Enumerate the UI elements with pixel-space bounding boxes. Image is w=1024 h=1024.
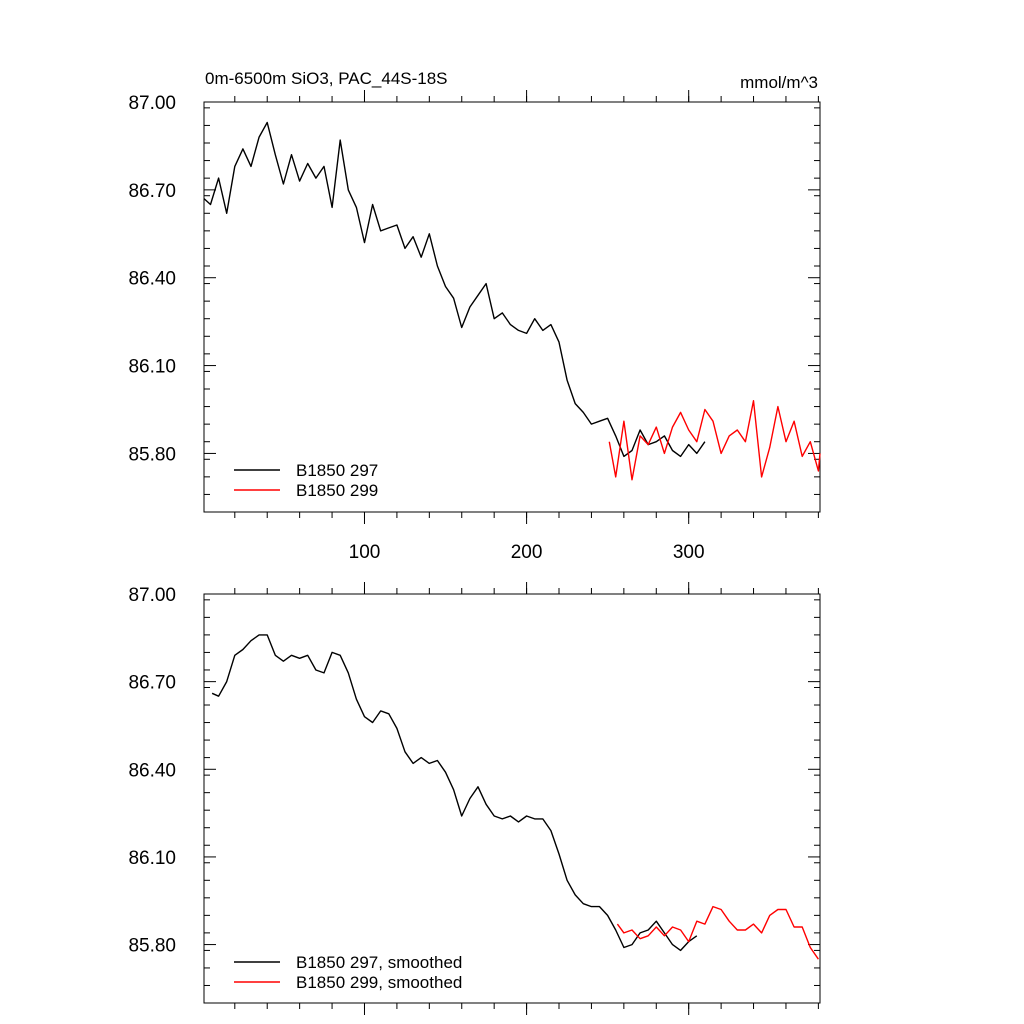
y-tick-label: 86.70 xyxy=(128,181,176,202)
y-tick-label: 86.40 xyxy=(128,760,176,781)
x-tick-label: 300 xyxy=(673,542,705,563)
x-tick-label: 100 xyxy=(349,542,381,563)
y-tick-label: 86.40 xyxy=(128,269,176,290)
series-line-299 xyxy=(608,400,821,481)
legend-label: B1850 299 xyxy=(296,481,378,500)
y-tick-label: 86.10 xyxy=(128,848,176,869)
plot-frame xyxy=(203,101,821,513)
y-tick-label: 86.70 xyxy=(128,673,176,694)
series-line-299 xyxy=(616,905,819,960)
y-tick-label: 85.80 xyxy=(128,444,176,465)
y-tick-label: 87.00 xyxy=(128,585,176,606)
plot-frame xyxy=(203,593,821,1004)
chart-title: 0m-6500m SiO3, PAC_44S-18S xyxy=(205,69,448,88)
legend-label: B1850 297 xyxy=(296,461,378,480)
bottom-panel: 87.00 86.70 86.40 86.10 85.80 B1850 297, smoo… xyxy=(128,582,821,1015)
legend-label: B1850 299, smoothed xyxy=(296,973,462,992)
series-line-297 xyxy=(211,634,698,952)
legend-label: B1850 297, smoothed xyxy=(296,953,462,972)
series-line-297 xyxy=(203,121,706,458)
y-tick-label: 85.80 xyxy=(128,936,176,957)
y-tick-label: 87.00 xyxy=(128,93,176,114)
top-panel: 87.00 86.70 86.40 86.10 85.80 100 200 300 B1850 … xyxy=(128,90,821,563)
x-tick-label: 200 xyxy=(511,542,543,563)
y-tick-label: 86.10 xyxy=(128,357,176,378)
chart-units: mmol/m^3 xyxy=(740,73,818,92)
